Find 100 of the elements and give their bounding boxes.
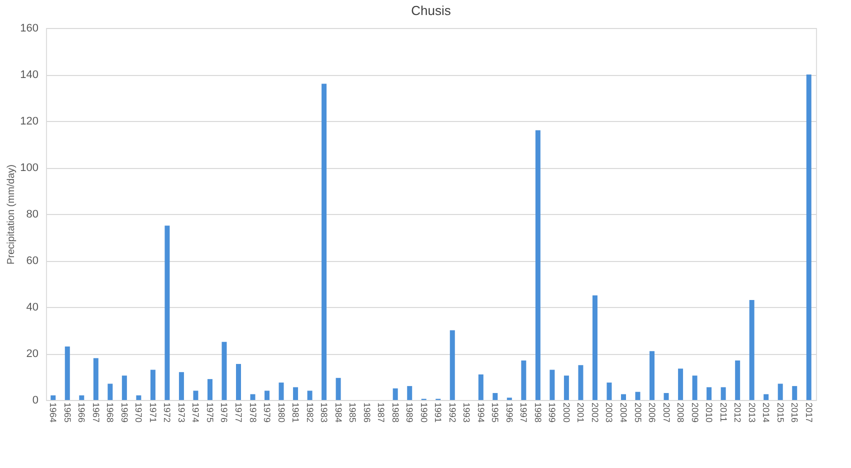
bar: [79, 395, 84, 400]
bar: [193, 390, 198, 400]
bar: [450, 330, 455, 400]
x-tick-label: 1969: [119, 402, 130, 423]
x-tick-label: 1998: [532, 402, 543, 423]
y-tick-label: 0: [32, 394, 38, 406]
x-tick-label: 1972: [162, 402, 172, 423]
x-tick-label: 2004: [618, 402, 628, 423]
x-tick-label: 2007: [661, 402, 672, 423]
x-tick-label: 1989: [404, 402, 415, 423]
x-tick-label: 2005: [632, 402, 643, 423]
x-tick-label: 1964: [48, 402, 58, 423]
bar: [720, 387, 726, 400]
bar: [222, 342, 227, 400]
y-tick-label: 20: [26, 348, 38, 360]
bar: [322, 84, 327, 400]
x-tick-label: 2009: [690, 402, 700, 423]
y-tick-label: 160: [20, 22, 38, 34]
bar: [521, 360, 526, 400]
bar: [635, 392, 640, 400]
x-tick-label: 2015: [775, 402, 786, 423]
x-tick-label: 1975: [204, 402, 215, 423]
bar: [778, 384, 783, 400]
bar: [621, 394, 626, 400]
x-tick-label: 2014: [761, 402, 772, 423]
bar: [706, 387, 712, 400]
bar: [136, 395, 142, 400]
x-tick-label: 2010: [704, 402, 714, 423]
bar: [678, 368, 684, 400]
bar: [178, 372, 184, 400]
bar: [392, 388, 398, 400]
x-tick-label: 1977: [234, 402, 244, 423]
x-tick-label: 1967: [90, 402, 101, 423]
x-tick-label: 2016: [790, 402, 800, 423]
bar: [478, 374, 484, 400]
bar: [806, 74, 812, 400]
bar: [735, 360, 740, 400]
x-tick-label: 2002: [590, 402, 600, 423]
bar: [578, 365, 584, 400]
x-tick-label: 2013: [746, 402, 757, 423]
x-tick-label: 1993: [462, 402, 472, 423]
bar: [664, 393, 669, 400]
bar: [164, 226, 170, 400]
x-tick-label: 2017: [804, 402, 814, 423]
x-tick-label: 1991: [433, 402, 444, 423]
bar: [592, 295, 598, 400]
x-tick-label: 2000: [561, 402, 572, 423]
bar: [550, 370, 555, 400]
x-tick-label: 1973: [176, 402, 186, 423]
x-tick-label: 2003: [604, 402, 614, 423]
bar: [792, 386, 798, 400]
bar: [606, 382, 612, 400]
bar: [207, 379, 212, 400]
bar: [535, 130, 540, 400]
x-tick-label: 1996: [504, 402, 514, 423]
bar: [749, 300, 754, 400]
x-tick-label: 1999: [547, 402, 558, 423]
bar: [764, 394, 769, 400]
x-tick-label: 1981: [290, 402, 301, 423]
x-tick-label: 1990: [418, 402, 429, 423]
x-tick-label: 2012: [732, 402, 743, 423]
bar: [250, 394, 256, 400]
x-tick-label: 1987: [376, 402, 386, 423]
x-tick-label: 1986: [362, 402, 372, 423]
x-tick-label: 2006: [647, 402, 658, 423]
bar: [50, 395, 56, 400]
x-tick-label: 1988: [390, 402, 400, 423]
x-tick-label: 1997: [518, 402, 529, 423]
x-tick-label: 1980: [276, 402, 286, 423]
bar: [150, 370, 156, 400]
x-tick-label: 1994: [476, 402, 486, 423]
bar: [278, 382, 284, 400]
bar: [293, 387, 298, 400]
x-tick-label: 2001: [576, 402, 586, 423]
bar: [336, 378, 341, 400]
x-tick-label: 1970: [134, 402, 144, 423]
bar: [108, 384, 113, 400]
x-tick-label: 1984: [333, 402, 344, 423]
y-tick-label: 80: [26, 208, 38, 220]
bar: [650, 351, 655, 400]
x-tick-label: 1978: [248, 402, 258, 423]
x-tick-label: 1971: [148, 402, 158, 423]
y-tick-label: 40: [26, 302, 38, 314]
bar: [692, 376, 698, 400]
x-tick-label: 2011: [718, 402, 728, 422]
y-tick-label: 100: [20, 162, 38, 174]
y-tick-label: 60: [26, 255, 38, 267]
x-tick-label: 2008: [676, 402, 686, 423]
chart-title: Chusis: [411, 3, 452, 18]
bar: [122, 376, 127, 400]
bar: [492, 393, 498, 400]
bar: [307, 390, 312, 400]
y-tick-label: 140: [20, 69, 38, 81]
x-tick-label: 1992: [447, 402, 458, 423]
x-tick-label: 1965: [62, 402, 72, 423]
bar: [564, 376, 569, 400]
bar: [407, 386, 412, 400]
y-tick-label: 120: [20, 116, 38, 128]
bar: [93, 358, 98, 400]
y-axis-title: Precipitation (mm/day): [6, 164, 18, 265]
